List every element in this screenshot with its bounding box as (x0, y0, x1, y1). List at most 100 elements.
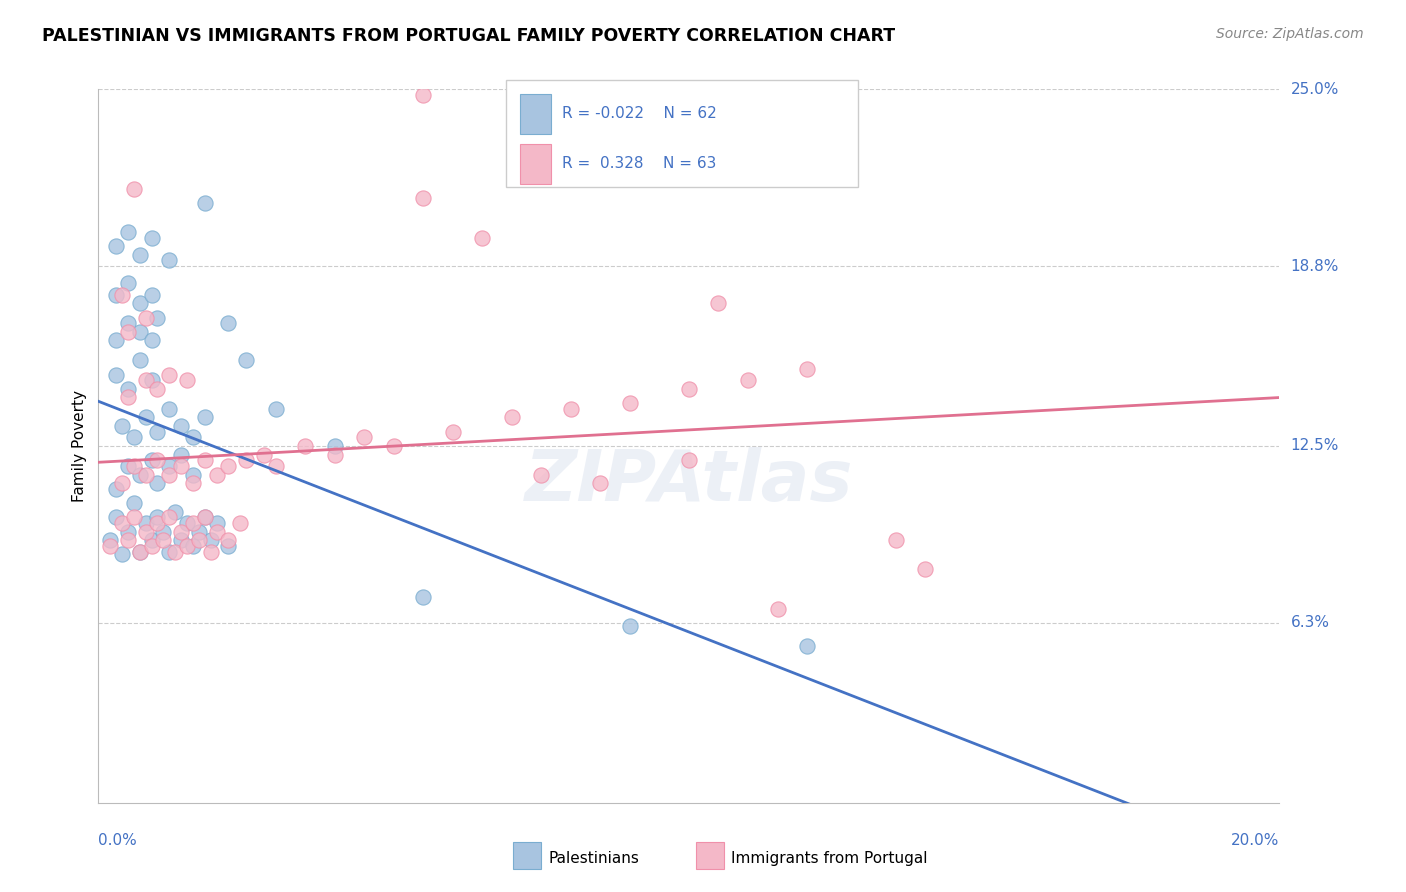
Point (530, 467, 553, 482)
Point (170, 458, 193, 473)
Point (135, 410, 157, 425)
Point (217, 316, 239, 330)
Point (165, 544, 187, 558)
Point (170, 448, 193, 462)
Point (181, 539, 204, 553)
Point (194, 453, 217, 467)
Point (884, 533, 907, 548)
Point (205, 524, 228, 539)
Point (737, 373, 759, 387)
Text: 25.0%: 25.0% (1291, 82, 1339, 96)
Text: R = -0.022    N = 62: R = -0.022 N = 62 (562, 106, 717, 120)
Point (122, 458, 145, 473)
Point (766, 601, 789, 615)
Point (200, 544, 222, 558)
Text: 20.0%: 20.0% (1232, 833, 1279, 848)
Point (122, 510, 145, 524)
Point (111, 287, 134, 301)
Point (796, 362, 818, 376)
Point (264, 458, 287, 473)
Point (146, 476, 169, 491)
Point (128, 544, 150, 558)
Point (122, 496, 145, 510)
Point (128, 544, 150, 558)
Point (117, 458, 139, 473)
Point (117, 325, 139, 339)
Point (796, 639, 818, 653)
Point (471, 230, 494, 244)
Point (128, 296, 150, 310)
Text: Immigrants from Portugal: Immigrants from Portugal (731, 851, 928, 865)
Point (146, 510, 169, 524)
Point (412, 191, 434, 205)
Text: PALESTINIAN VS IMMIGRANTS FROM PORTUGAL FAMILY POVERTY CORRELATION CHART: PALESTINIAN VS IMMIGRANTS FROM PORTUGAL … (42, 27, 896, 45)
Point (157, 368, 180, 382)
Point (560, 401, 582, 416)
Point (128, 248, 150, 262)
Point (157, 544, 180, 558)
Point (141, 334, 163, 348)
Point (217, 539, 239, 553)
Point (323, 448, 346, 462)
Point (105, 482, 128, 496)
Point (98, 533, 121, 548)
Point (141, 230, 163, 244)
Point (146, 516, 169, 530)
Point (157, 467, 180, 482)
Point (187, 533, 209, 548)
Point (165, 505, 187, 519)
Point (619, 396, 641, 410)
Point (194, 410, 217, 425)
Point (105, 368, 128, 382)
Point (141, 373, 163, 387)
Point (146, 310, 169, 325)
Text: 0.0%: 0.0% (98, 833, 138, 848)
Point (181, 476, 204, 491)
Point (194, 510, 217, 524)
Point (914, 562, 936, 576)
Point (253, 448, 276, 462)
Point (181, 516, 204, 530)
Point (146, 425, 169, 439)
Point (157, 510, 180, 524)
Point (217, 458, 239, 473)
Point (157, 253, 180, 268)
Point (619, 619, 641, 633)
Point (229, 516, 252, 530)
Point (111, 548, 134, 562)
Point (122, 182, 145, 196)
Point (146, 453, 169, 467)
Point (141, 453, 163, 467)
Point (412, 591, 434, 605)
Text: Source: ZipAtlas.com: Source: ZipAtlas.com (1216, 27, 1364, 41)
Point (117, 225, 139, 239)
Point (135, 373, 157, 387)
Point (235, 453, 257, 467)
Point (170, 419, 193, 434)
Point (117, 382, 139, 396)
Point (152, 533, 174, 548)
Point (122, 430, 145, 444)
Point (128, 353, 150, 368)
Point (176, 539, 198, 553)
Text: 12.5%: 12.5% (1291, 439, 1339, 453)
Point (412, 87, 434, 102)
Point (323, 439, 346, 453)
Point (200, 533, 222, 548)
Point (589, 476, 612, 491)
Point (135, 516, 157, 530)
Point (707, 296, 730, 310)
Point (105, 287, 128, 301)
Point (135, 467, 157, 482)
Y-axis label: Family Poverty: Family Poverty (72, 390, 87, 502)
Point (141, 287, 163, 301)
Point (117, 524, 139, 539)
Point (111, 516, 134, 530)
Point (678, 382, 700, 396)
Text: 6.3%: 6.3% (1291, 615, 1330, 631)
Point (205, 467, 228, 482)
Text: Palestinians: Palestinians (548, 851, 640, 865)
Point (294, 439, 316, 453)
Point (128, 467, 150, 482)
Point (187, 524, 209, 539)
